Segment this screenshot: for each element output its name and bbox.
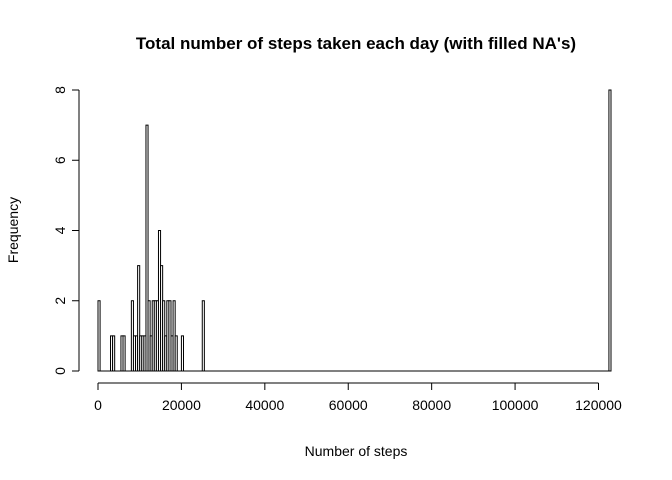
x-tick-label: 20000: [162, 397, 201, 413]
x-tick-label: 0: [94, 397, 102, 413]
histogram-bar: [97, 300, 101, 372]
histogram-bar: [608, 89, 612, 372]
y-axis-label: Frequency: [5, 197, 21, 263]
x-tick-label: 120000: [575, 397, 622, 413]
chart-title: Total number of steps taken each day (wi…: [136, 34, 576, 53]
histogram-bar: [112, 335, 116, 372]
bars-group: [97, 89, 612, 372]
x-tick-label: 60000: [329, 397, 368, 413]
y-tick-label: 8: [52, 86, 68, 94]
x-tick-label: 100000: [492, 397, 539, 413]
histogram-bar: [201, 300, 205, 372]
histogram-bar: [180, 335, 184, 372]
x-tick-label: 40000: [245, 397, 284, 413]
y-tick-label: 2: [52, 297, 68, 305]
histogram-bar: [174, 335, 178, 372]
histogram-bar: [122, 335, 126, 372]
y-tick-label: 0: [52, 367, 68, 375]
y-axis: 0 2 4 6 8: [52, 86, 80, 375]
y-tick-label: 4: [52, 226, 68, 234]
y-tick-label: 6: [52, 156, 68, 164]
x-tick-label: 80000: [412, 397, 451, 413]
x-axis-label: Number of steps: [305, 443, 408, 459]
x-axis: 0 20000 40000 60000 80000 100000 120000: [94, 382, 622, 413]
